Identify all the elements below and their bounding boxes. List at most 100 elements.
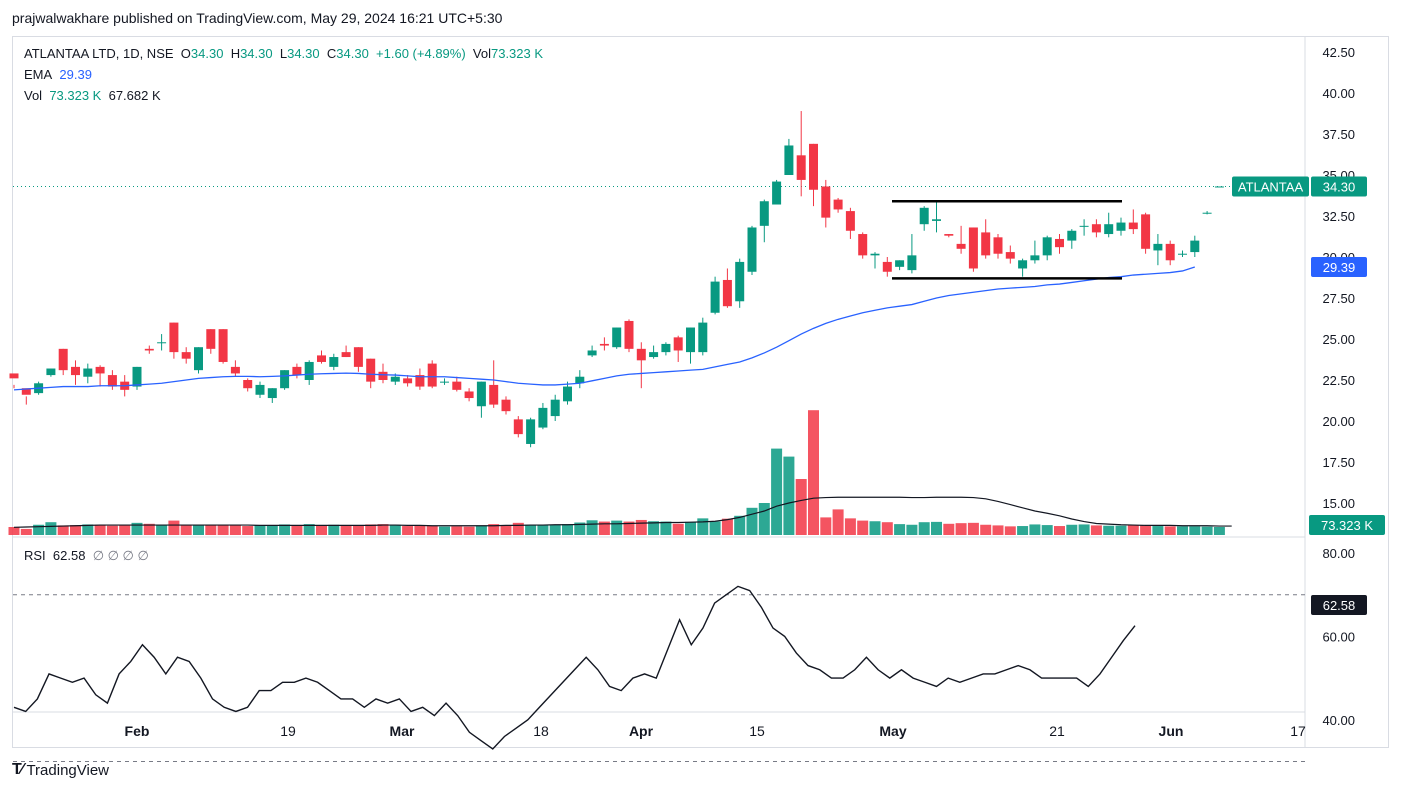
candle-body: [624, 320, 634, 349]
volume-bar: [291, 525, 303, 535]
volume-bar: [402, 526, 414, 535]
volume-bar: [377, 524, 389, 535]
candle-body: [784, 145, 794, 175]
volume-bar: [205, 525, 217, 535]
ema-legend[interactable]: EMA 29.39: [24, 67, 92, 82]
candle-body: [329, 357, 339, 367]
rsi-legend[interactable]: RSI 62.58 ∅ ∅ ∅ ∅: [24, 548, 149, 564]
volume-bar: [168, 520, 180, 535]
candle-body: [599, 343, 609, 346]
candle-body: [415, 375, 425, 387]
candle-body: [46, 368, 56, 376]
candle-body: [440, 381, 449, 383]
volume-bar: [119, 525, 131, 535]
candle-body: [895, 260, 905, 267]
volume-bar: [1103, 525, 1115, 535]
volume-label: Vol: [472, 46, 491, 61]
candle-body: [1055, 238, 1064, 248]
candle-body: [1190, 240, 1200, 253]
volume-bar: [1140, 525, 1152, 535]
volume-bar: [611, 520, 623, 535]
symbol-legend: ATLANTAA LTD, 1D, NSE O34.30 H34.30 L34.…: [24, 46, 543, 61]
volume-bar: [844, 518, 856, 535]
tradingview-logo[interactable]: T⁄ TradingView: [12, 761, 109, 779]
candle-body: [390, 376, 400, 382]
time-tick-label: Mar: [390, 723, 415, 739]
time-tick-label: May: [879, 723, 906, 739]
volume-bar: [1066, 524, 1078, 535]
candle-body: [722, 279, 732, 307]
candle-body: [981, 232, 991, 256]
volume-bar: [426, 525, 438, 535]
candle-body: [575, 376, 585, 384]
open-value: 34.30: [190, 46, 224, 61]
volume-bar: [758, 503, 770, 535]
candle-body: [21, 388, 31, 395]
volume-bar: [746, 507, 758, 535]
volume-bar: [931, 521, 942, 535]
volume-bar: [685, 521, 696, 535]
price-tick-label: 37.50: [1322, 127, 1355, 142]
tv-logo-icon: T⁄: [12, 761, 23, 778]
volume-bar: [906, 524, 918, 535]
time-tick-label: Jun: [1159, 723, 1184, 739]
candle-body: [501, 399, 511, 412]
time-tick-label: 17: [1290, 723, 1306, 739]
volume-bar: [1213, 527, 1225, 535]
candle-body: [563, 386, 572, 402]
candle-body: [255, 384, 265, 395]
ema-label: EMA: [24, 67, 53, 82]
candle-body: [341, 352, 351, 358]
candle-body: [870, 253, 880, 256]
volume-bar: [697, 518, 709, 535]
volume-value: 73.323 K: [490, 46, 544, 61]
candle-body: [1042, 237, 1052, 256]
volume-bar: [955, 523, 967, 535]
volume-bar: [389, 524, 401, 535]
volume-bar: [33, 524, 45, 535]
volume-bar: [648, 521, 660, 535]
volume-bar: [918, 522, 930, 535]
time-tick-label: 19: [280, 723, 296, 739]
volume-bar: [131, 522, 143, 535]
candle-body: [378, 371, 388, 380]
volume-bar: [660, 521, 672, 535]
candle-body: [157, 342, 167, 344]
candle-body: [550, 399, 560, 417]
volume-bar: [254, 525, 266, 535]
high-label: H: [230, 46, 241, 61]
symbol-name[interactable]: ATLANTAA LTD, 1D, NSE: [24, 46, 174, 61]
volume-bar: [771, 448, 783, 535]
candle-body: [526, 419, 536, 444]
close-value: 34.30: [336, 46, 369, 61]
rsi-badge-bg: [1311, 595, 1367, 615]
candle-body: [919, 207, 929, 225]
volume-bar: [869, 521, 881, 535]
price-tick-label: 27.50: [1322, 291, 1355, 306]
ema-badge: 29.39: [1323, 260, 1356, 275]
candle-body: [292, 366, 302, 376]
candle-body: [218, 329, 228, 362]
volume-bar: [217, 525, 229, 535]
volume-legend[interactable]: Vol 73.323 K 67.682 K: [24, 88, 161, 103]
candle-body: [452, 381, 462, 390]
candle-body: [243, 380, 253, 389]
volume-bar: [980, 524, 992, 535]
candle-body: [1153, 243, 1163, 251]
volume-bar: [967, 522, 979, 535]
ema-badge-bg: [1311, 257, 1367, 278]
candle-body: [649, 352, 659, 358]
volume-bar: [1189, 526, 1201, 535]
candle-body: [661, 343, 671, 353]
price-tick-label: 22.50: [1322, 373, 1355, 388]
volume-bar: [70, 525, 81, 535]
vol-label: Vol: [24, 88, 43, 103]
volume-bar: [156, 525, 168, 535]
candle-body: [956, 243, 966, 249]
volume-bar: [894, 524, 906, 535]
candle-body: [403, 378, 413, 384]
candle-body: [1214, 186, 1224, 188]
candle-body: [230, 366, 240, 374]
volume-bar: [475, 525, 487, 535]
